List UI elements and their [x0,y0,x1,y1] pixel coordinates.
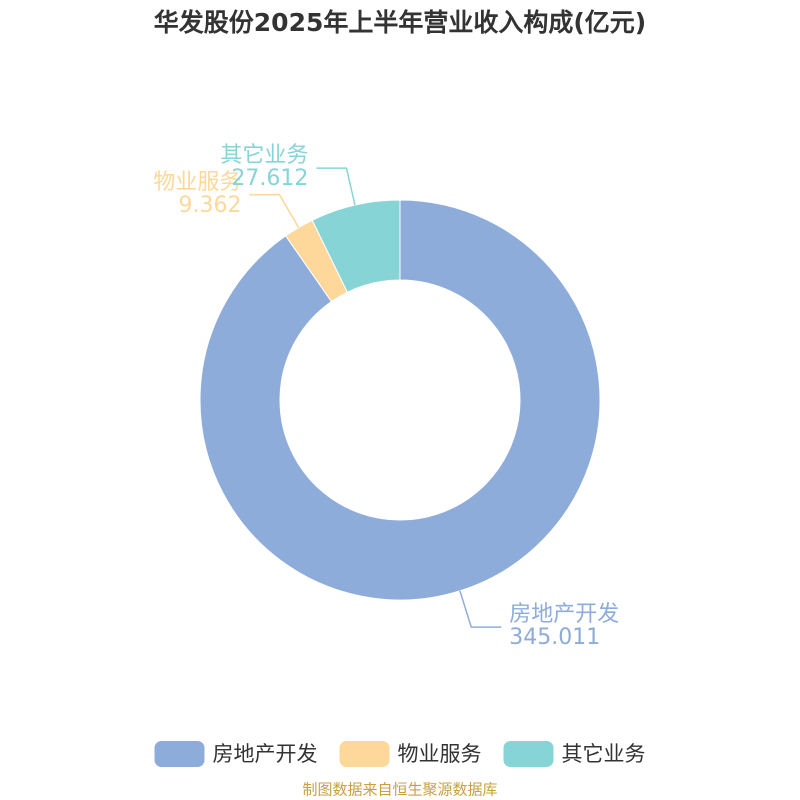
slice-label: 房地产开发 [509,602,619,627]
chart-title: 华发股份2025年上半年营业收入构成(亿元) [154,8,646,37]
legend-swatch [154,741,205,767]
legend-label: 物业服务 [398,742,482,766]
legend-swatch [503,741,554,767]
source-note: 制图数据来自恒生聚源数据库 [302,781,497,799]
leader-line [249,194,300,228]
slice [199,199,601,601]
legend-swatch [339,741,390,767]
leader-line [316,167,356,206]
leader-line [459,590,502,628]
legend-label: 其它业务 [562,742,646,766]
slice [311,199,401,293]
value-label: 27.612 [231,166,308,191]
slice-label: 物业服务 [153,170,241,195]
value-label: 9.362 [178,193,241,218]
value-label: 345.011 [509,625,600,650]
slice-label: 其它业务 [220,143,308,168]
legend-label: 房地产开发 [213,742,318,766]
